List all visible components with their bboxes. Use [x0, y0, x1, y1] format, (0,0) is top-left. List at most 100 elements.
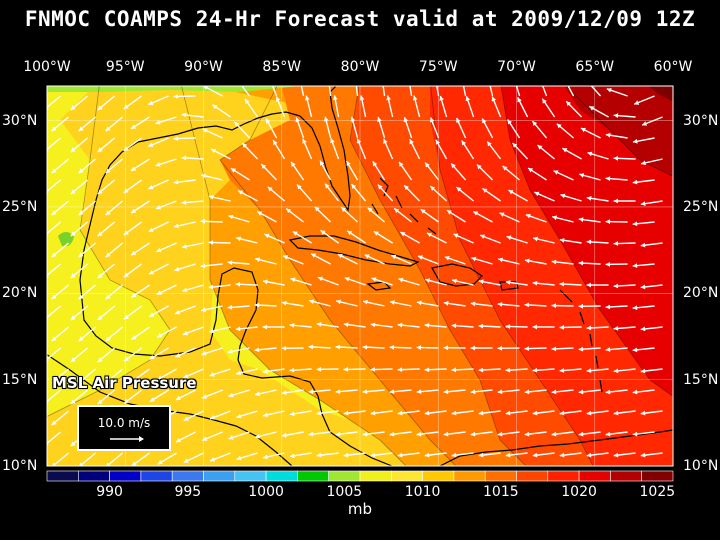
reference-vector-label: 10.0 m/s — [97, 416, 151, 430]
wind-vector — [227, 347, 250, 354]
wind-vector — [228, 389, 250, 398]
wind-vector — [541, 98, 556, 118]
wind-vector — [123, 95, 142, 110]
wind-vector — [580, 127, 601, 139]
wind-vector — [605, 389, 628, 395]
colorbar-swatch — [46, 470, 79, 482]
wind-vector — [295, 117, 305, 139]
wind-vector — [262, 410, 285, 418]
wind-vector — [632, 179, 655, 185]
wind-vector — [461, 140, 475, 160]
wind-vector — [559, 410, 582, 416]
coastline — [439, 429, 673, 466]
lat-label-right: 10°N — [683, 458, 719, 474]
wind-vector — [424, 323, 447, 328]
wind-vector — [97, 95, 116, 111]
wind-vector — [578, 260, 601, 266]
wind-vector — [289, 322, 312, 328]
wind-vector — [78, 284, 97, 300]
wind-vector — [425, 278, 447, 286]
wind-vector — [559, 368, 582, 373]
wind-vector — [486, 141, 502, 160]
wind-vector — [316, 452, 339, 458]
wind-vector — [613, 410, 636, 416]
lat-label-left: 15°N — [2, 371, 38, 388]
wind-vector — [588, 105, 609, 118]
wind-vector — [446, 209, 466, 223]
wind-vector — [586, 452, 609, 458]
wind-vector — [70, 389, 89, 405]
wind-vector — [640, 242, 663, 248]
wind-vector — [254, 302, 277, 308]
colorbar-swatch — [203, 470, 236, 482]
colorbar-swatch — [610, 470, 643, 482]
wind-vector — [290, 277, 312, 286]
wind-vector — [183, 368, 204, 379]
wind-vector — [613, 452, 636, 458]
wind-vector — [208, 326, 231, 334]
wind-vector — [149, 347, 169, 360]
wind-vector — [235, 281, 258, 287]
wind-vector — [148, 305, 169, 318]
wind-vector — [478, 367, 501, 373]
wind-vector — [262, 279, 285, 286]
wind-vector — [451, 452, 474, 458]
wind-vector — [397, 367, 420, 372]
wind-vector — [370, 367, 393, 372]
wind-vector — [330, 138, 340, 160]
wind-vector — [237, 190, 258, 202]
wind-vector — [210, 148, 231, 160]
wind-vector — [371, 277, 393, 286]
wind-vector — [451, 367, 474, 373]
wind-vector — [370, 410, 393, 416]
wind-vector — [587, 151, 609, 160]
wind-vector — [541, 86, 548, 97]
wind-vector — [281, 300, 304, 307]
wind-vector — [613, 326, 636, 331]
wind-vector — [343, 322, 366, 328]
wind-vector — [515, 86, 521, 97]
wind-vector — [308, 389, 331, 394]
wind-vector — [209, 410, 231, 420]
wind-vector — [70, 305, 89, 321]
wind-vector — [262, 324, 285, 330]
wind-vector — [241, 86, 251, 97]
wind-vector — [613, 368, 636, 374]
colorbar-tick-label: 1000 — [248, 484, 284, 500]
wind-vector — [97, 137, 116, 153]
wind-vector — [105, 326, 124, 342]
wind-vector — [51, 284, 70, 300]
wind-vector — [579, 173, 601, 181]
isobar — [565, 86, 673, 177]
coastline — [288, 235, 420, 267]
wind-vector — [254, 389, 277, 397]
wind-vector — [228, 214, 250, 223]
wind-vector — [346, 230, 366, 244]
wind-vector — [552, 215, 574, 223]
wind-vector — [424, 452, 447, 458]
wind-vector — [389, 300, 412, 307]
coastline — [329, 86, 337, 93]
wind-vector — [275, 96, 286, 118]
wind-vector — [256, 210, 277, 223]
wind-vector — [362, 389, 385, 394]
colorbar-tick-label: 990 — [96, 484, 123, 500]
wind-vector — [254, 347, 277, 353]
wind-vector — [507, 119, 521, 139]
wind-vector — [632, 263, 655, 269]
wind-vector — [182, 284, 204, 293]
wind-vector — [367, 207, 386, 223]
wind-vector — [255, 257, 277, 265]
wind-vector — [633, 95, 655, 105]
wind-vector — [524, 346, 547, 351]
colorbar-tick-label: 1010 — [404, 484, 441, 500]
wind-vector — [586, 239, 609, 245]
colorbar-swatch — [140, 470, 173, 482]
wind-vector — [632, 137, 655, 144]
wind-vector — [181, 200, 204, 205]
wind-vector — [586, 368, 609, 374]
colorbar-swatch — [297, 470, 329, 482]
wind-vector — [335, 389, 358, 394]
wind-vector — [362, 299, 385, 307]
colorbar-swatch — [453, 470, 486, 482]
